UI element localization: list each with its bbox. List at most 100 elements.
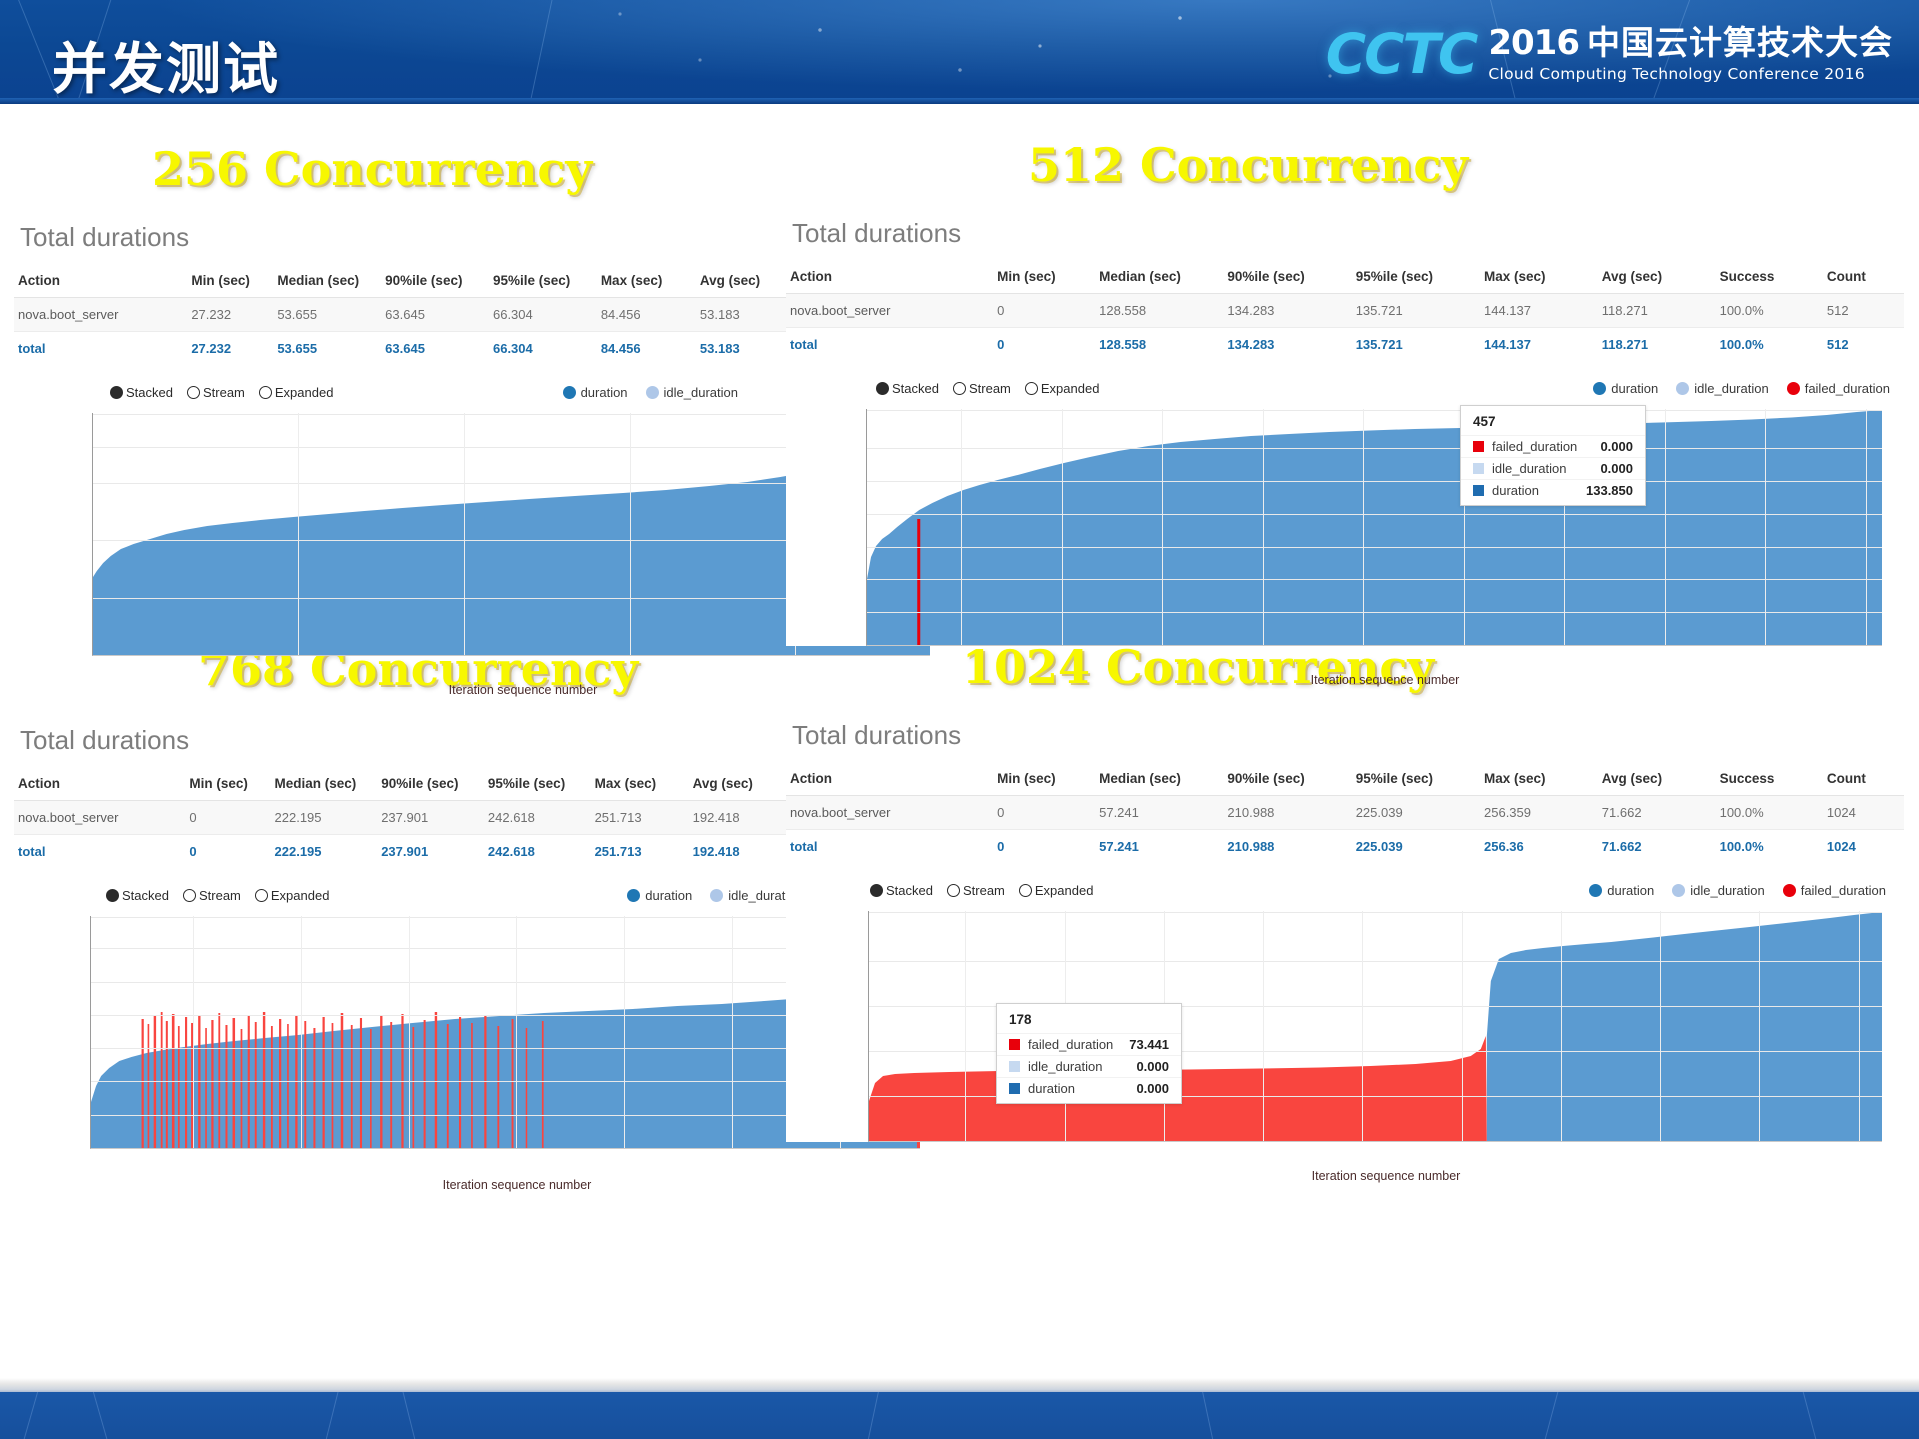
radio-unselected-icon <box>946 883 960 897</box>
col-p95: 95%ile (sec) <box>488 267 597 298</box>
chart-mode-label: Stacked <box>892 380 939 396</box>
cell-max: 144.137 <box>1484 303 1531 318</box>
cell-action: nova.boot_server <box>790 303 891 318</box>
tooltip-swatch-icon <box>1009 1039 1020 1050</box>
legend-swatch-icon <box>645 385 659 399</box>
col-count: Count <box>1822 765 1904 796</box>
legend-duration[interactable]: duration <box>1589 883 1654 898</box>
banner-bottom-edge <box>0 98 1919 104</box>
legend-label: failed_duration <box>1804 380 1890 396</box>
col-avg: Avg (sec) <box>695 267 795 298</box>
legend-duration[interactable]: duration <box>562 384 628 400</box>
cell-median: 222.195 <box>270 834 378 868</box>
table-row[interactable]: nova.boot_server 0 57.241 210.988 225.03… <box>786 795 1904 830</box>
chart-mode-stream[interactable]: Stream <box>186 385 245 400</box>
legend-failed-duration[interactable]: failed_duration <box>1786 380 1890 396</box>
chart-mode-stacked[interactable]: Stacked <box>106 888 169 903</box>
legend-idle-duration[interactable]: idle_duration <box>710 888 803 903</box>
legend-idle-duration[interactable]: idle_duration <box>645 385 738 400</box>
tooltip-swatch-icon <box>1009 1061 1020 1072</box>
chart-mode-expanded[interactable]: Expanded <box>254 887 330 903</box>
legend-duration[interactable]: duration <box>627 888 692 903</box>
cell-avg: 118.271 <box>1601 303 1648 318</box>
chart-mode-label: Expanded <box>270 887 330 903</box>
cell-p95: 66.304 <box>492 307 533 322</box>
banner-decoration-line <box>514 0 561 104</box>
legend-idle-duration[interactable]: idle_duration <box>1672 883 1765 898</box>
tooltip-row: duration 133.850 <box>1461 479 1645 501</box>
table-row-total: total 0 57.241 210.988 225.039 256.36 71… <box>786 829 1904 863</box>
tooltip-series-name: idle_duration <box>1028 1059 1103 1074</box>
col-min: Min (sec) <box>993 765 1096 796</box>
legend-label: duration <box>580 384 628 400</box>
tooltip-series-name: failed_duration <box>1028 1037 1114 1052</box>
radio-unselected-icon <box>1024 381 1038 395</box>
cell-p90: 63.645 <box>381 331 489 365</box>
tooltip-series-value: 0.000 <box>1136 1059 1169 1074</box>
col-avg: Avg (sec) <box>688 770 787 801</box>
cell-success: 100.0% <box>1715 829 1823 863</box>
chart-mode-stream[interactable]: Stream <box>182 888 241 903</box>
col-median: Median (sec) <box>273 267 382 298</box>
radio-unselected-icon <box>258 385 272 399</box>
durations-table: Action Min (sec) Median (sec) 90%ile (se… <box>786 765 1904 863</box>
col-median: Median (sec) <box>1095 765 1224 796</box>
radio-selected-icon <box>110 385 123 399</box>
col-count: Count <box>1822 263 1904 294</box>
chart-mode-expanded[interactable]: Expanded <box>258 385 333 400</box>
cell-action: total <box>786 829 994 863</box>
chart-plot-area-512[interactable]: 144.137 120.000 100.000 80.000 60.000 40… <box>866 409 1882 646</box>
tooltip-row: idle_duration 0.000 <box>1461 457 1645 479</box>
cctc-wordmark: CCTC <box>1325 21 1479 86</box>
col-p95: 95%ile (sec) <box>1351 263 1480 294</box>
legend-swatch-icon <box>1593 381 1607 395</box>
col-min: Min (sec) <box>185 770 271 801</box>
x-axis-label: Iteration sequence number <box>442 1178 592 1192</box>
section-title-256: 256 Concurrency <box>152 142 593 196</box>
col-success: Success <box>1715 765 1823 796</box>
tooltip-swatch-icon <box>1009 1083 1020 1094</box>
col-success: Success <box>1715 263 1823 294</box>
chart-block-1024: Stacked Stream Expanded duration <box>786 879 1904 1183</box>
legend-label: duration <box>645 887 693 903</box>
col-action: Action <box>786 765 994 796</box>
chart-mode-stacked[interactable]: Stacked <box>876 381 939 396</box>
chart-mode-stacked[interactable]: Stacked <box>110 385 173 400</box>
panel-heading: Total durations <box>20 222 190 252</box>
tooltip-row: idle_duration 0.000 <box>997 1055 1181 1077</box>
page-title: 并发测试 <box>52 37 281 101</box>
cell-max: 84.456 <box>600 307 641 322</box>
legend-idle-duration[interactable]: idle_duration <box>1676 381 1769 396</box>
cell-success: 100.0% <box>1719 805 1764 820</box>
chart-block-512: Stacked Stream Expanded duration <box>786 377 1904 687</box>
legend-failed-duration[interactable]: failed_duration <box>1782 883 1886 898</box>
chart-mode-expanded[interactable]: Expanded <box>1018 882 1094 898</box>
legend-duration[interactable]: duration <box>1593 381 1658 396</box>
cell-avg: 118.271 <box>1597 327 1716 361</box>
legend-swatch-icon <box>1672 883 1686 897</box>
cell-median: 53.655 <box>277 307 318 322</box>
table-header-row: Action Min (sec) Median (sec) 90%ile (se… <box>14 267 954 298</box>
chart-controls: Stacked Stream Expanded duration <box>786 377 1904 399</box>
col-action: Action <box>14 770 186 801</box>
chart-mode-stream[interactable]: Stream <box>952 380 1011 396</box>
table-row[interactable]: nova.boot_server 0 128.558 134.283 135.7… <box>786 293 1904 328</box>
chart-mode-stream[interactable]: Stream <box>946 883 1005 898</box>
chart-mode-label: Expanded <box>1040 380 1100 396</box>
chart-mode-stacked[interactable]: Stacked <box>870 883 933 898</box>
chart-mode-label: Stream <box>968 380 1011 396</box>
cell-min: 0 <box>993 829 1096 863</box>
col-p95: 95%ile (sec) <box>483 770 591 801</box>
x-axis-label: Iteration sequence number <box>1310 673 1460 687</box>
cell-avg: 71.662 <box>1601 805 1642 820</box>
col-max: Max (sec) <box>1480 263 1598 294</box>
chart-mode-label: Expanded <box>1034 882 1094 898</box>
footer-decoration-line <box>1800 1392 1822 1439</box>
chart-mode-label: Stacked <box>126 384 173 400</box>
chart-mode-expanded[interactable]: Expanded <box>1024 380 1100 396</box>
col-avg: Avg (sec) <box>1597 263 1716 294</box>
cell-avg: 192.418 <box>688 834 787 868</box>
table-header-row: Action Min (sec) Median (sec) 90%ile (se… <box>786 263 1904 294</box>
panel-heading: Total durations <box>792 218 962 248</box>
cell-avg: 71.662 <box>1597 829 1716 863</box>
